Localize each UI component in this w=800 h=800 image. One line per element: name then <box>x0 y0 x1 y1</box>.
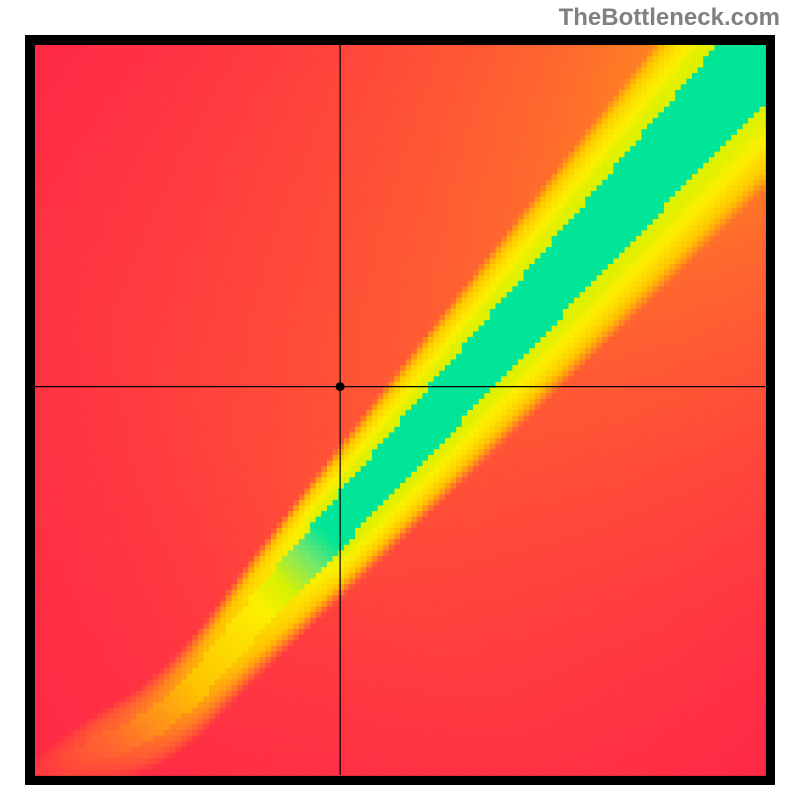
heatmap-plot <box>25 35 775 785</box>
heatmap-canvas <box>25 35 775 785</box>
chart-container: TheBottleneck.com <box>0 0 800 800</box>
watermark-text: TheBottleneck.com <box>559 4 780 32</box>
